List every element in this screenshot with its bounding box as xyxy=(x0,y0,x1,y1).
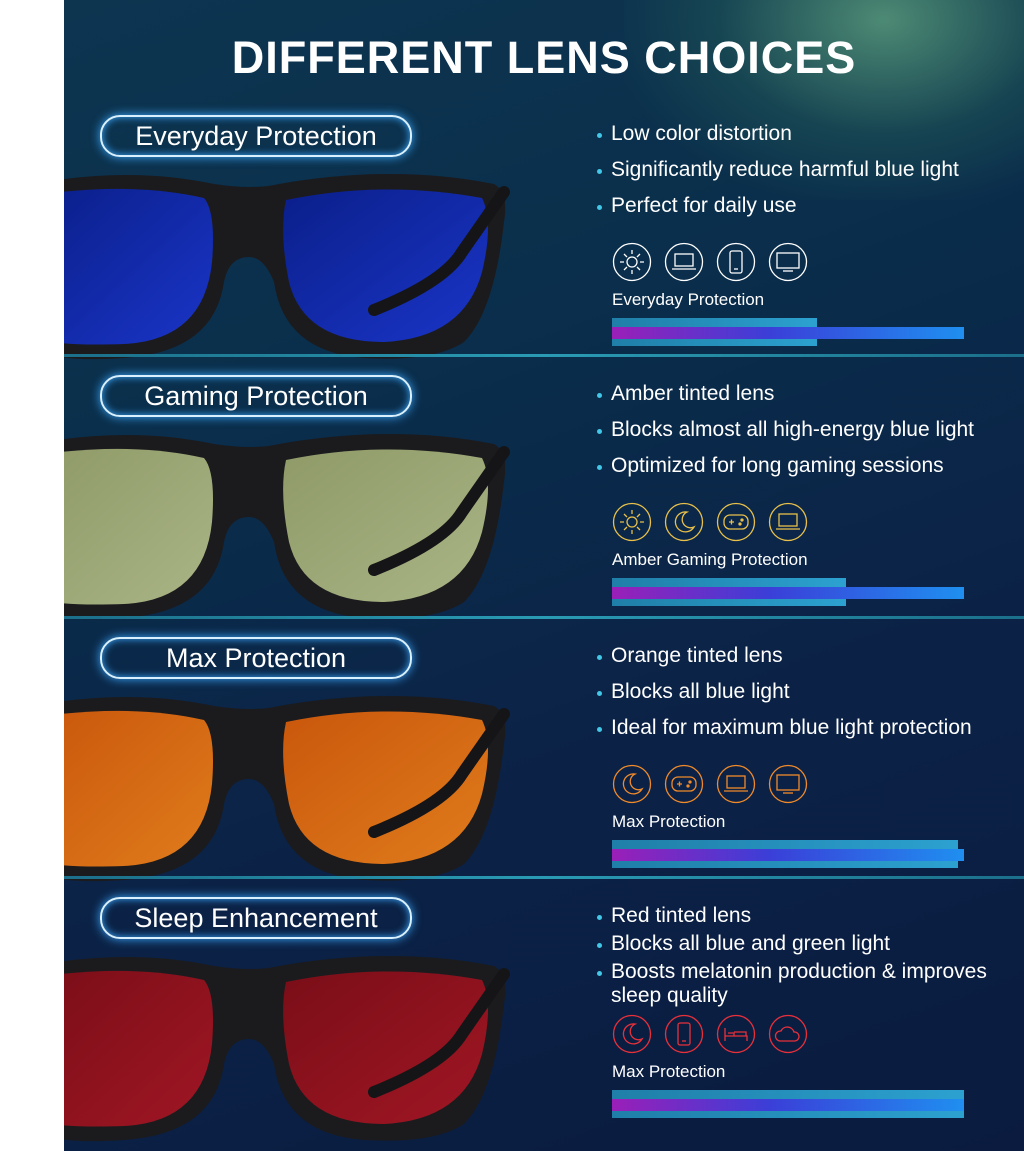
level-bar xyxy=(612,327,964,339)
level-bar xyxy=(612,1099,964,1111)
feature-list: Orange tinted lens Blocks all blue light I… xyxy=(596,644,1016,752)
usage-icon xyxy=(768,1014,808,1054)
feature-list: Amber tinted lens Blocks almost all high-… xyxy=(596,382,1016,490)
feature-list: Low color distortion Significantly reduce… xyxy=(596,122,1016,230)
icon-caption: Max Protection xyxy=(612,812,726,831)
level-bar xyxy=(612,849,964,861)
usage-icon xyxy=(716,764,756,804)
section-heading: Everyday Protection xyxy=(100,115,412,157)
separator xyxy=(64,616,1024,619)
usage-icon xyxy=(612,242,652,282)
feature-bullet: Blocks almost all high-energy blue light xyxy=(596,418,1016,442)
feature-bullet: Ideal for maximum blue light protection xyxy=(596,716,1016,740)
usage-icon xyxy=(612,764,652,804)
feature-bullet: Amber tinted lens xyxy=(596,382,1016,406)
level-bar xyxy=(612,587,964,599)
usage-icon xyxy=(664,764,704,804)
usage-icon xyxy=(716,242,756,282)
usage-icon xyxy=(768,764,808,804)
separator xyxy=(64,876,1024,879)
glasses-image xyxy=(64,174,510,360)
lens-section: Gaming Protection Amber tinted lens Blocks… xyxy=(0,360,1024,622)
feature-bullet: Low color distortion xyxy=(596,122,1016,146)
usage-icon xyxy=(716,1014,756,1054)
feature-bullet: Blocks all blue and green light xyxy=(596,932,1006,956)
section-heading: Sleep Enhancement xyxy=(100,897,412,939)
glasses-image xyxy=(64,434,510,620)
feature-bullet: Optimized for long gaming sessions xyxy=(596,454,1016,478)
lens-section: Max Protection Orange tinted lens Blocks a… xyxy=(0,622,1024,884)
section-heading: Gaming Protection xyxy=(100,375,412,417)
usage-icon xyxy=(716,502,756,542)
separator xyxy=(64,354,1024,357)
icon-caption: Amber Gaming Protection xyxy=(612,550,808,569)
feature-bullet: Orange tinted lens xyxy=(596,644,1016,668)
section-heading: Max Protection xyxy=(100,637,412,679)
lens-section: Everyday Protection Low color distortion S… xyxy=(0,100,1024,362)
feature-bullet: Perfect for daily use xyxy=(596,194,1016,218)
icon-caption: Max Protection xyxy=(612,1062,726,1081)
usage-icon xyxy=(664,502,704,542)
usage-icon xyxy=(664,242,704,282)
usage-icon xyxy=(612,502,652,542)
glasses-image xyxy=(64,696,510,882)
usage-icon xyxy=(612,1014,652,1054)
glasses-image xyxy=(64,956,510,1142)
feature-bullet: Blocks all blue light xyxy=(596,680,1016,704)
feature-list: Red tinted lens Blocks all blue and green… xyxy=(596,904,1006,1012)
usage-icon xyxy=(768,502,808,542)
icon-caption: Everyday Protection xyxy=(612,290,765,309)
usage-icon xyxy=(768,242,808,282)
lens-section: Sleep Enhancement Red tinted lens Blocks a… xyxy=(0,882,1024,1144)
feature-bullet: Red tinted lens xyxy=(596,904,1006,928)
feature-bullet: Boosts melatonin production & improves s… xyxy=(596,960,1006,1008)
feature-bullet: Significantly reduce harmful blue light xyxy=(596,158,1016,182)
usage-icon xyxy=(664,1014,704,1054)
page-title: DIFFERENT LENS CHOICES xyxy=(231,32,857,83)
